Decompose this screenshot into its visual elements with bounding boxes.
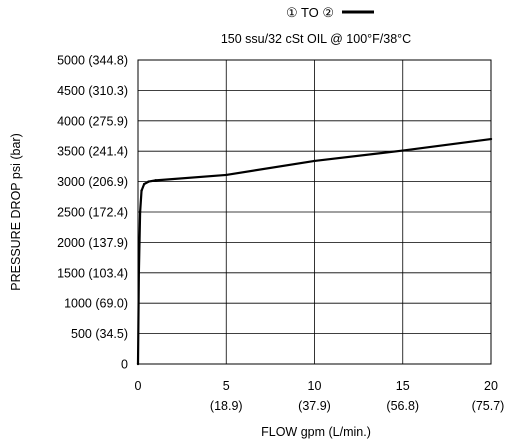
y-tick-label: 500 (34.5) — [71, 327, 128, 341]
y-tick-label: 5000 (344.8) — [57, 54, 128, 68]
y-tick-label: 4500 (310.3) — [57, 84, 128, 98]
data-point — [225, 173, 228, 177]
x-tick-label: 20 — [484, 379, 498, 393]
y-tick-label: 1000 (69.0) — [64, 297, 128, 311]
data-point — [138, 210, 142, 214]
data-point — [147, 180, 150, 183]
x-axis-label: FLOW gpm (L/min.) — [261, 425, 371, 439]
y-tick-label: 4000 (275.9) — [57, 114, 128, 128]
data-point — [136, 362, 140, 366]
data-point — [140, 189, 143, 192]
y-tick-label: 3500 (241.4) — [57, 145, 128, 159]
y-tick-label: 2500 (172.4) — [57, 206, 128, 220]
x-tick-sublabel: (56.8) — [386, 399, 419, 413]
data-point — [489, 137, 493, 141]
x-tick-sublabel: (75.7) — [472, 399, 505, 413]
data-point — [313, 159, 316, 163]
data-point — [401, 149, 404, 152]
y-tick-label: 3000 (206.9) — [57, 175, 128, 189]
x-tick-label: 15 — [396, 379, 410, 393]
legend-label: ① TO ② — [286, 5, 334, 20]
data-point — [142, 182, 146, 186]
data-point — [137, 271, 141, 274]
x-tick-sublabel: (18.9) — [210, 399, 243, 413]
y-tick-label: 2000 (137.9) — [57, 236, 128, 250]
tick-labels: 0 500 (34.5) 1000 (69.0) 1500 (103.4) 2000 (… — [57, 54, 504, 414]
data-point — [154, 179, 157, 182]
y-tick-label: 0 — [121, 358, 128, 372]
plot-frame — [137, 59, 492, 365]
x-tick-sublabel: (37.9) — [298, 399, 331, 413]
y-axis-label: PRESSURE DROP psi (bar) — [9, 133, 23, 290]
series-lines — [136, 137, 493, 366]
chart-subtitle: 150 ssu/32 cSt OIL @ 100°F/38°C — [221, 32, 411, 46]
x-tick-label: 10 — [308, 379, 322, 393]
grid-lines — [137, 59, 492, 365]
y-tick-label: 1500 (103.4) — [57, 266, 128, 280]
x-tick-label: 5 — [223, 379, 230, 393]
x-tick-label: 0 — [135, 379, 142, 393]
